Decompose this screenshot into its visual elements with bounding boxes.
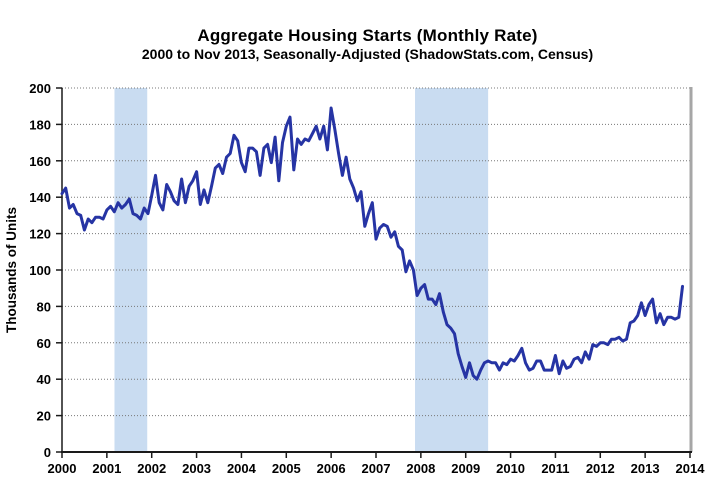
x-tick-label: 2013 — [631, 461, 660, 476]
y-tick-label: 80 — [37, 299, 51, 314]
x-tick-label: 2012 — [586, 461, 615, 476]
y-tick-label: 140 — [29, 190, 51, 205]
y-tick-label: 40 — [37, 372, 51, 387]
x-tick-label: 2003 — [182, 461, 211, 476]
x-tick-label: 2008 — [406, 461, 435, 476]
y-tick-label: 180 — [29, 117, 51, 132]
y-axis-label: Thousands of Units — [4, 207, 19, 333]
y-tick-label: 100 — [29, 263, 51, 278]
x-tick-label: 2011 — [541, 461, 569, 476]
y-tick-label: 200 — [29, 81, 51, 96]
recession-band — [415, 88, 489, 452]
x-tick-label: 2004 — [227, 461, 257, 476]
x-tick-label: 2006 — [317, 461, 346, 476]
y-tick-label: 20 — [37, 409, 51, 424]
x-tick-label: 2001 — [92, 461, 121, 476]
y-tick-label: 160 — [29, 154, 51, 169]
y-tick-label: 60 — [37, 336, 51, 351]
x-tick-label: 2010 — [496, 461, 525, 476]
x-tick-label: 2014 — [676, 461, 706, 476]
y-tick-label: 0 — [44, 445, 51, 460]
x-tick-label: 2009 — [451, 461, 480, 476]
chart-subtitle: 2000 to Nov 2013, Seasonally-Adjusted (S… — [141, 46, 594, 62]
x-tick-label: 2002 — [137, 461, 166, 476]
y-tick-label: 120 — [29, 227, 51, 242]
housing-starts-line — [60, 106, 684, 381]
x-tick-label: 2000 — [48, 461, 77, 476]
x-tick-label: 2005 — [272, 461, 301, 476]
x-tick-label: 2007 — [362, 461, 391, 476]
chart-title: Aggregate Housing Starts (Monthly Rate) — [197, 26, 538, 45]
